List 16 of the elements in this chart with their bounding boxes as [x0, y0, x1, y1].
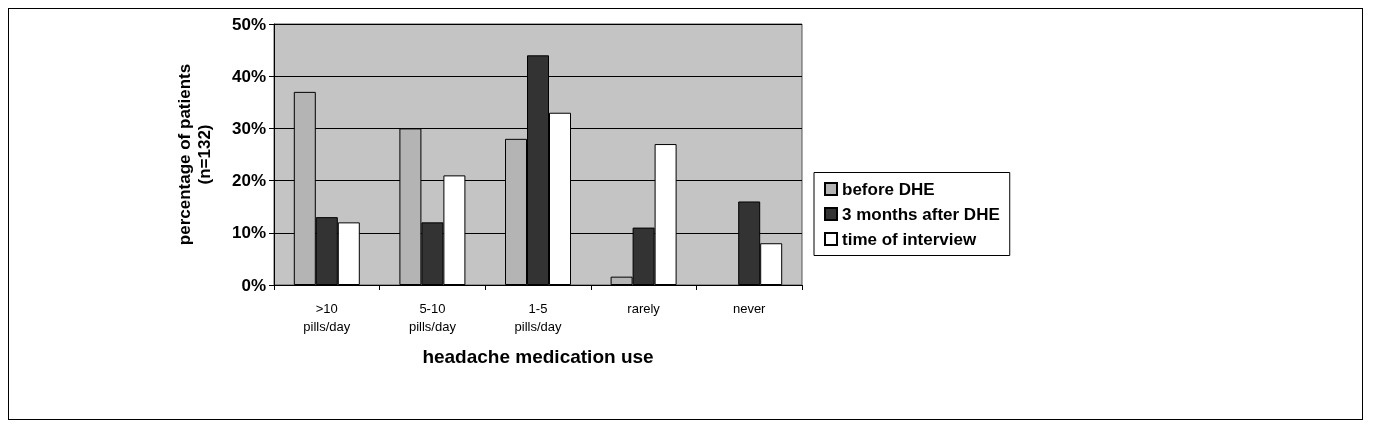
y-tick-label: 0% — [241, 275, 266, 295]
legend-label: before DHE — [842, 179, 935, 199]
x-tick-label: 1-5 pills/day — [514, 300, 562, 334]
x-tick-label: 5-10 pills/day — [408, 300, 457, 334]
y-tick-label: 30% — [231, 118, 266, 138]
legend-label: 3 months after DHE — [842, 204, 1000, 224]
legend-label: time of interview — [842, 229, 977, 249]
x-axis-title: headache medication use — [422, 346, 654, 367]
y-axis-title: percentage of patients (n=132) — [174, 63, 214, 246]
x-tick-label: rarely — [627, 300, 661, 316]
y-tick-label: 10% — [231, 223, 266, 243]
y-tick-label: 20% — [231, 171, 266, 191]
y-tick-label: 40% — [231, 66, 266, 86]
x-tick-label: >10 pills/day — [303, 300, 351, 334]
y-tick-label: 50% — [231, 14, 266, 34]
x-tick-label: never — [732, 300, 767, 316]
